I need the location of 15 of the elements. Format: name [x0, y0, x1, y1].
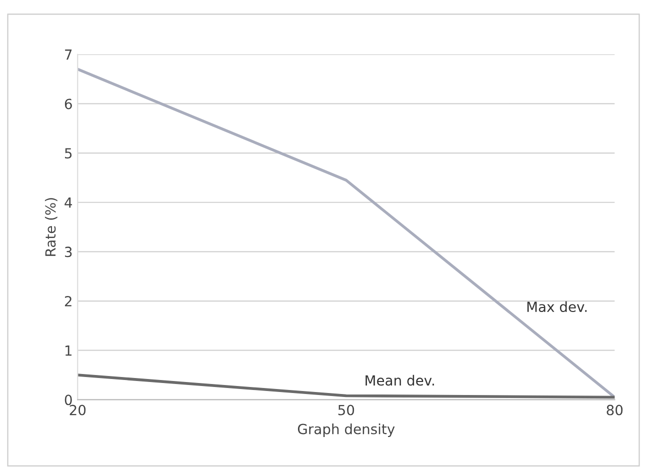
x-tick-label: 20 [70, 404, 86, 416]
y-tick-label: 6 [64, 98, 72, 110]
series-label: Mean dev. [366, 374, 434, 386]
y-tick-label: 0 [64, 394, 72, 406]
x-tick-label: 50 [338, 404, 354, 416]
y-tick-label: 3 [65, 246, 72, 258]
y-tick-label: 2 [64, 296, 72, 306]
series-label: Max dev. [527, 301, 587, 312]
y-tick-label: 5 [65, 148, 72, 159]
x-tick-label: 80 [606, 404, 623, 416]
x-axis-title: Graph density [298, 424, 395, 437]
y-tick-label: 1 [65, 346, 72, 356]
y-tick-label: 4 [64, 198, 72, 208]
y-tick-label: 7 [65, 50, 72, 60]
y-axis-title: Rate (%) [44, 198, 58, 256]
